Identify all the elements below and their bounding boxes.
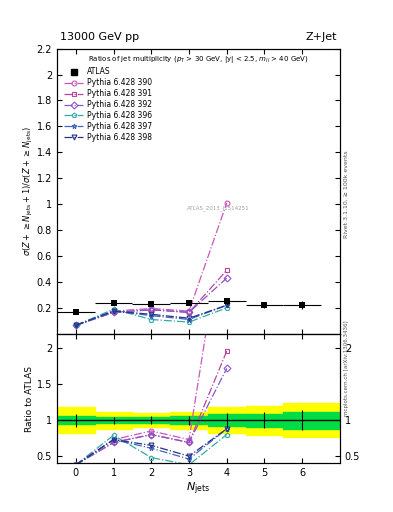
Text: 13000 GeV pp: 13000 GeV pp [60, 32, 139, 41]
Text: Z+Jet: Z+Jet [306, 32, 337, 41]
Text: Ratios of jet multiplicity ($p_\mathrm{T}$ > 30 GeV, |y| < 2.5, $m_{ll}$ > 40 Ge: Ratios of jet multiplicity ($p_\mathrm{T… [88, 54, 309, 66]
X-axis label: $N_\mathrm{jets}$: $N_\mathrm{jets}$ [186, 481, 211, 497]
Y-axis label: Ratio to ATLAS: Ratio to ATLAS [25, 366, 34, 432]
Legend: ATLAS, Pythia 6.428 390, Pythia 6.428 391, Pythia 6.428 392, Pythia 6.428 396, P: ATLAS, Pythia 6.428 390, Pythia 6.428 39… [64, 67, 153, 143]
Text: ATLAS_2013_I1514251: ATLAS_2013_I1514251 [187, 205, 250, 211]
Y-axis label: $\sigma(Z + \geq N_\mathrm{jets}+1) / \sigma(Z + \geq N_\mathrm{jets})$: $\sigma(Z + \geq N_\mathrm{jets}+1) / \s… [22, 126, 35, 257]
Text: mcplots.cern.ch [arXiv:1306.3436]: mcplots.cern.ch [arXiv:1306.3436] [344, 321, 349, 416]
Text: Rivet 3.1.10, ≥ 100k events: Rivet 3.1.10, ≥ 100k events [344, 151, 349, 239]
